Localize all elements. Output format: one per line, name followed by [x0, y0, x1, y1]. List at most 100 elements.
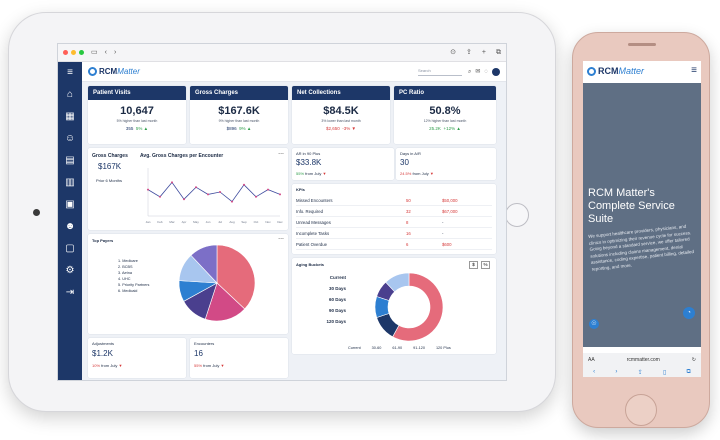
- kpi-table-row[interactable]: Info. Required 32 $67,000: [296, 206, 492, 217]
- phone-frame: RCMMatter ≡ RCM Matter's Complete Servic…: [572, 32, 710, 428]
- user-settings-icon[interactable]: ⚙: [65, 265, 75, 276]
- arrow-up-icon: ▲: [143, 126, 149, 131]
- kpi-table-row[interactable]: Unread Messages 8 -: [296, 217, 492, 228]
- kpi-row-amount: -: [442, 230, 444, 236]
- kpi-table-row[interactable]: Patient Overdue 6 $600: [296, 239, 492, 250]
- logo-mark-icon: [587, 66, 596, 76]
- series-line: [147, 181, 281, 203]
- maximize-dot[interactable]: [79, 50, 84, 55]
- data-point: [243, 183, 245, 186]
- search-input[interactable]: Search: [418, 68, 463, 76]
- data-point: [255, 195, 257, 198]
- search-icon[interactable]: ⌕: [468, 68, 472, 75]
- logo-mark-icon: [88, 67, 97, 76]
- kpi-value: 10,647: [120, 105, 154, 117]
- calendar-icon[interactable]: ▦: [65, 111, 75, 122]
- close-dot[interactable]: [63, 50, 68, 55]
- clipboard-icon[interactable]: ▥: [65, 177, 75, 188]
- hamburger-menu-icon[interactable]: ≡: [691, 65, 697, 76]
- more-options-icon[interactable]: ...: [278, 149, 284, 156]
- arrow-up-icon: ▲: [246, 126, 252, 131]
- reload-icon[interactable]: ↻: [691, 357, 696, 363]
- chat-bubble-icon[interactable]: ◔: [683, 307, 695, 319]
- accessibility-icon[interactable]: ☉: [589, 319, 599, 329]
- tabs-icon[interactable]: ⧉: [686, 368, 691, 375]
- kpi-card-patient-visits[interactable]: Patient Visits 10,647 5% higher than las…: [88, 86, 186, 144]
- sidebar-toggle-icon[interactable]: ▭: [91, 49, 98, 56]
- share-icon[interactable]: ⇪: [637, 369, 643, 376]
- user-add-icon[interactable]: ☺: [64, 133, 76, 144]
- line-chart: Jan Feb Mar Apr May Jun Jul Aug Sep Oct Nov Dec: [146, 168, 283, 224]
- days-ar-card[interactable]: Days in A/R 30 24.5% from July ▼: [396, 148, 496, 180]
- phone-speaker: [628, 43, 656, 46]
- forward-icon[interactable]: ›: [615, 369, 618, 375]
- kpi-footer-value: 355: [125, 126, 134, 131]
- data-point: [171, 181, 173, 184]
- ar-90-label: AR in 90 Plus: [296, 151, 321, 156]
- billing-icon[interactable]: ▣: [65, 199, 75, 210]
- x-tick-label: Aug: [229, 220, 235, 224]
- kpi-table-row[interactable]: Missed Encounters 50 $50,000: [296, 195, 492, 206]
- kpi-row-count: 50: [406, 197, 411, 203]
- kpi-row-count: 16: [406, 230, 411, 236]
- reports-icon[interactable]: ▤: [65, 155, 75, 166]
- days-ar-value: 30: [400, 158, 409, 167]
- phone-header: RCMMatter ≡: [583, 61, 701, 81]
- menu-icon[interactable]: ≡: [67, 67, 73, 78]
- brand-logo[interactable]: RCMMatter: [88, 67, 140, 76]
- new-tab-icon[interactable]: +: [481, 49, 486, 56]
- phone-url-bar[interactable]: AA rcmmatter.com ↻: [583, 353, 701, 367]
- home-icon[interactable]: ⌂: [66, 89, 74, 100]
- minimize-dot[interactable]: [71, 50, 76, 55]
- toggle-percent-button[interactable]: %: [481, 261, 490, 269]
- kpi-card-gross-charges[interactable]: Gross Charges $167.6K 9% higher than las…: [190, 86, 288, 144]
- ar-90-card[interactable]: AR in 90 Plus $33.8K 55% from July ▼: [292, 148, 394, 180]
- x-tick-label: Jan: [146, 220, 151, 224]
- aging-buckets-panel: Aging Buckets $ % Current 30 Days 60 Days 9…: [292, 258, 496, 354]
- brand-main: RCM: [99, 67, 118, 76]
- data-point: [147, 188, 149, 191]
- document-icon[interactable]: ▢: [65, 243, 75, 254]
- tablet-home-button[interactable]: [505, 203, 529, 227]
- adjustments-change-text: from July: [101, 363, 118, 368]
- x-tick-label: Dec: [277, 220, 283, 224]
- aging-bucket-label: 60 Days: [328, 297, 346, 302]
- avatar[interactable]: [492, 67, 500, 76]
- kpi-row-amount: $67,000: [442, 208, 458, 214]
- kpi-card-net-collections[interactable]: Net Collections $84.5K 3% lower than las…: [292, 86, 390, 144]
- download-icon[interactable]: ⊙: [450, 49, 457, 56]
- kpi-row-label: Missed Encounters: [296, 197, 333, 203]
- top-payers-title: Top Payers: [92, 238, 114, 243]
- phone-brand-main: RCM: [598, 66, 619, 76]
- days-ar-label: Days in A/R: [400, 151, 421, 156]
- chat-icon[interactable]: ◌: [484, 68, 488, 75]
- kpi-subtitle: 9% higher than last month: [218, 119, 260, 123]
- x-tick-label: Nov: [265, 220, 271, 224]
- payer-legend-item: 6. Medicaid: [118, 289, 138, 293]
- payer-legend-item: 5. Priority Partners: [118, 283, 150, 287]
- forward-icon[interactable]: ›: [113, 49, 117, 56]
- back-icon[interactable]: ‹: [593, 369, 596, 375]
- adjustments-card[interactable]: Adjustments $1.2K 10% from July ▼: [88, 338, 186, 378]
- slice-current: [392, 272, 444, 342]
- kpi-card-pc-ratio[interactable]: PC Ratio 50.8% 12% higher than last mont…: [394, 86, 496, 144]
- mail-icon[interactable]: ✉: [475, 68, 481, 75]
- toggle-dollar-button[interactable]: $: [469, 261, 478, 269]
- encounters-card[interactable]: Encounters 16 55% from July ▼: [190, 338, 288, 378]
- reader-icon[interactable]: AA: [588, 357, 595, 363]
- days-ar-change: 24.5%: [400, 171, 412, 176]
- tabs-icon[interactable]: ⧉: [496, 49, 501, 56]
- data-point: [267, 188, 269, 191]
- arrow-down-icon: ▼: [322, 171, 327, 176]
- phone-home-button[interactable]: [625, 394, 657, 426]
- users-icon[interactable]: ☻: [64, 221, 76, 232]
- data-point: [279, 193, 281, 196]
- kpi-subtitle: 3% lower than last month: [321, 119, 361, 123]
- more-options-icon[interactable]: ...: [278, 234, 284, 241]
- logout-icon[interactable]: ⇥: [65, 287, 75, 298]
- kpi-table-row[interactable]: Incomplete Tasks 16 -: [296, 228, 492, 239]
- share-icon[interactable]: ⇪: [466, 49, 472, 56]
- back-icon[interactable]: ‹: [104, 49, 107, 56]
- bookmarks-icon[interactable]: ▯: [662, 369, 667, 376]
- phone-brand-logo[interactable]: RCMMatter: [587, 66, 644, 76]
